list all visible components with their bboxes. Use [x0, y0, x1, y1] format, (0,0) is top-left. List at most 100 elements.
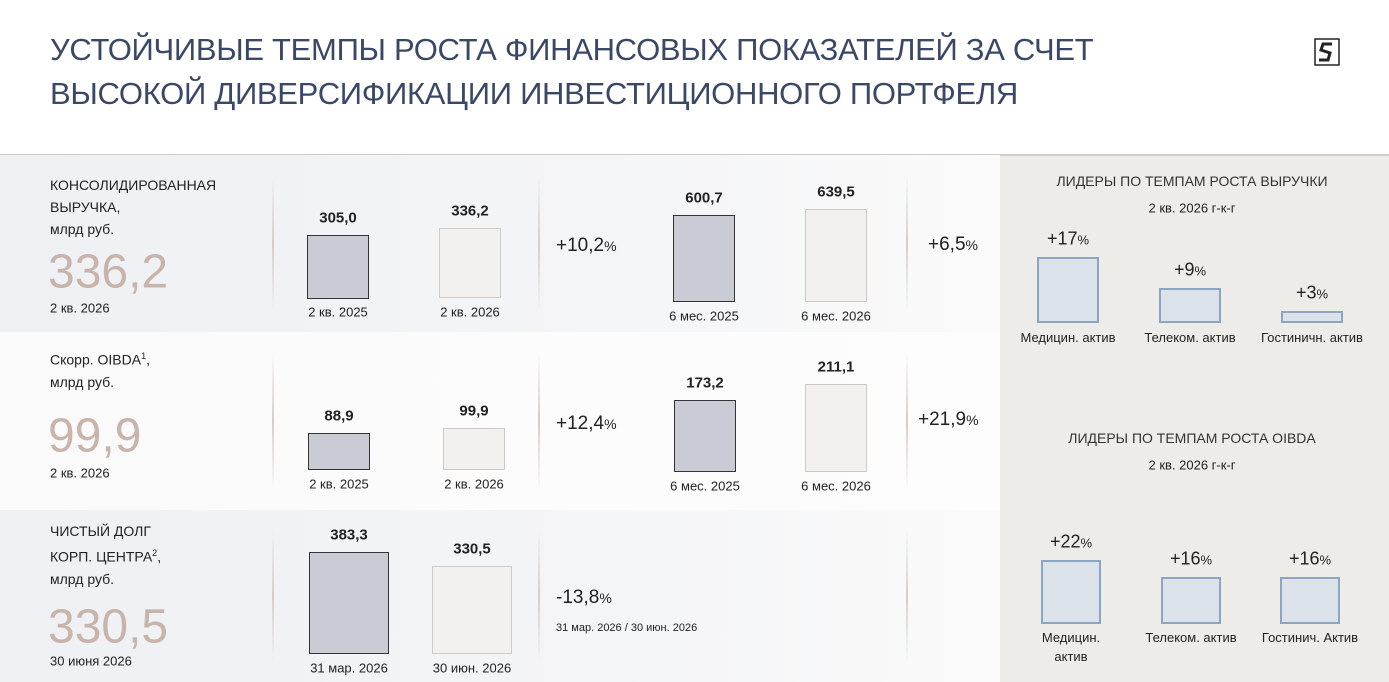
bar	[1281, 311, 1343, 323]
bar-category-label: Гостиничн. актив	[1261, 328, 1363, 347]
text-part: Гостинич. Актив	[1261, 630, 1359, 645]
separator	[538, 530, 540, 662]
bar-category-label: 30 июн. 2026	[432, 660, 512, 676]
metric-name: КОНСОЛИДИРОВАННАЯ ВЫРУЧКА, млрд руб.	[50, 174, 216, 240]
bar-value-label: 600,7	[685, 189, 723, 207]
headline-value: 330,5	[48, 600, 169, 654]
text-part: %	[1194, 263, 1207, 279]
bar	[308, 432, 370, 470]
bar	[1280, 577, 1340, 624]
bar-category-label: Гостинич. Актив	[1262, 628, 1358, 647]
change-label: +10,2%	[556, 235, 617, 257]
bar-value-label: 330,5	[453, 540, 491, 558]
bar	[1037, 257, 1099, 323]
bar-category-label: 6 мес. 2026	[801, 478, 871, 494]
separator	[272, 530, 274, 662]
text-part: %	[604, 238, 617, 254]
bar-category-label: 6 мес. 2025	[670, 478, 740, 494]
text-part: %	[1316, 286, 1329, 302]
bar	[443, 428, 505, 470]
bar-value-label: +16%	[1289, 549, 1331, 570]
bar-value-label: 211,1	[817, 358, 855, 376]
text-part: Гостиничн. актив	[1261, 330, 1363, 345]
text-part: +6,5	[928, 234, 966, 255]
headline-value: 336,2	[48, 245, 169, 299]
bar	[1159, 288, 1221, 323]
separator	[906, 352, 908, 490]
text-part: актив	[1054, 649, 1088, 664]
bar-value-label: +22%	[1050, 532, 1092, 553]
bar-category-label: Телеком. актив	[1145, 628, 1236, 647]
bar-category-label: 2 кв. 2025	[308, 304, 368, 320]
logo	[1314, 38, 1340, 66]
separator	[538, 352, 540, 490]
bar	[1161, 577, 1221, 624]
bar	[805, 384, 867, 472]
text-part: КОРП. ЦЕНТРА	[50, 548, 153, 565]
bar-category-label: Телеком. актив	[1144, 328, 1235, 347]
change-label: -13,8%	[556, 587, 612, 609]
separator	[272, 352, 274, 490]
text-part: +12,4	[556, 413, 605, 434]
bar-value-label: 173,2	[686, 374, 724, 392]
text-part: Медицин.	[1041, 630, 1101, 645]
name-line: КОРП. ЦЕНТРА2,	[50, 542, 161, 568]
headline-value: 99,9	[48, 409, 142, 463]
name-line: ЧИСТЫЙ ДОЛГ	[50, 520, 161, 542]
text-part: %	[965, 237, 978, 253]
text-part: Телеком. актив	[1145, 630, 1237, 645]
text-part: +21,9	[918, 409, 967, 430]
title-line: ВЫСОКОЙ ДИВЕРСИФИКАЦИИ ИНВЕСТИЦИОННОГО П…	[50, 76, 1019, 111]
text-part: %	[604, 416, 617, 432]
separator	[272, 175, 274, 312]
text-part: %	[1319, 552, 1332, 568]
text-part: ,	[146, 351, 151, 368]
leaders-title: ЛИДЕРЫ ПО ТЕМПАМ РОСТА ВЫРУЧКИ	[1056, 173, 1328, 189]
metric-name: ЧИСТЫЙ ДОЛГ КОРП. ЦЕНТРА2, млрд руб.	[50, 520, 161, 590]
leaders-subtitle: 2 кв. 2026 г-к-г	[1148, 457, 1236, 473]
bar	[432, 566, 512, 654]
change-note: 31 мар. 2026 / 30 июн. 2026	[556, 622, 698, 634]
name-line: млрд руб.	[50, 568, 161, 590]
text-part: +16	[1169, 548, 1201, 569]
text-part: %	[966, 412, 979, 428]
text-part: 2	[152, 548, 158, 558]
name-line: ВЫРУЧКА,	[50, 196, 216, 218]
text-part: %	[1200, 552, 1213, 568]
bar-value-label: 305,0	[319, 209, 357, 227]
bar-value-label: 639,5	[817, 183, 855, 201]
separator	[906, 175, 908, 312]
headline-period: 2 кв. 2026	[50, 300, 110, 316]
headline-period: 30 июня 2026	[50, 653, 132, 669]
headline-period: 2 кв. 2026	[50, 465, 110, 481]
change-label: +6,5%	[928, 234, 978, 256]
separator	[906, 530, 908, 662]
text-part: КОНСОЛИДИРОВАННАЯ	[50, 177, 217, 193]
bar-value-label: 383,3	[330, 526, 368, 544]
text-part: -13,8	[556, 587, 600, 608]
bar-category-label: 2 кв. 2025	[309, 476, 369, 492]
text-part: млрд руб.	[50, 373, 115, 390]
bar	[309, 552, 389, 654]
bar-value-label: 336,2	[451, 202, 489, 220]
text-part: +10,2	[556, 235, 605, 256]
text-part: 1	[141, 351, 147, 361]
change-label: +21,9%	[918, 409, 979, 431]
bar-value-label: +9%	[1174, 260, 1206, 281]
text-part: Медицин. актив	[1020, 330, 1116, 345]
bar	[674, 399, 736, 472]
text-part: +22	[1049, 531, 1081, 552]
bar	[307, 235, 369, 299]
name-line: млрд руб.	[50, 218, 216, 240]
text-part: Телеком. актив	[1144, 330, 1236, 345]
separator	[538, 175, 540, 312]
text-part: +17	[1046, 228, 1078, 249]
bar-value-label: +16%	[1170, 549, 1212, 570]
bar	[805, 209, 867, 302]
leaders-subtitle: 2 кв. 2026 г-к-г	[1148, 200, 1236, 216]
bar-value-label: 99,9	[459, 402, 489, 420]
bar-category-label: Медицин. актив	[1020, 328, 1115, 347]
text-part: %	[1077, 232, 1090, 248]
name-line: млрд руб.	[50, 371, 150, 393]
name-line: Скорр. OIBDA1,	[50, 345, 150, 371]
